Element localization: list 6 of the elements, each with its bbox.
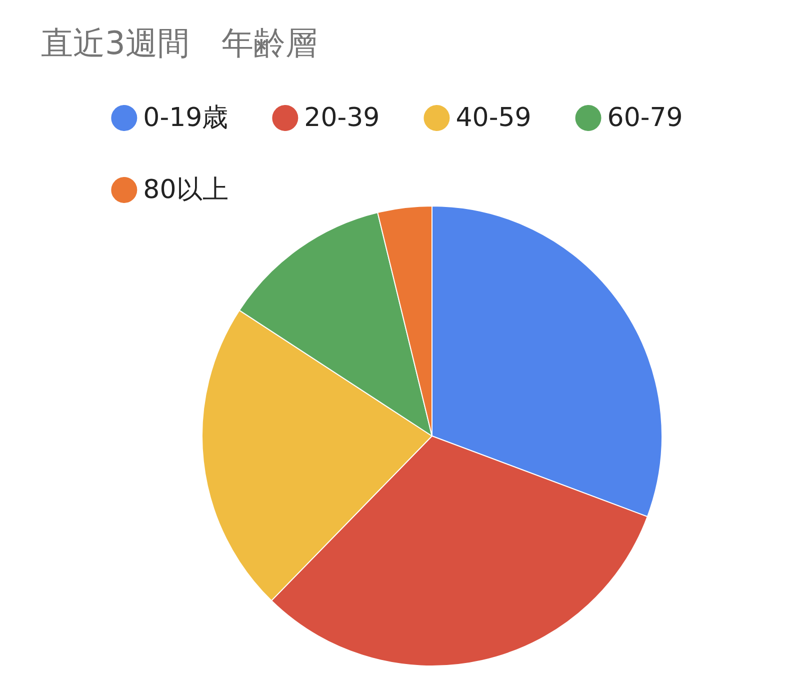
legend-label: 60-79 <box>607 103 683 133</box>
legend-label: 0-19歳 <box>143 103 228 133</box>
legend-label: 40-59 <box>456 103 532 133</box>
chart-title: 直近3週間 年齢層 <box>41 24 318 62</box>
legend-label: 20-39 <box>304 103 380 133</box>
legend-label: 80以上 <box>143 175 228 205</box>
